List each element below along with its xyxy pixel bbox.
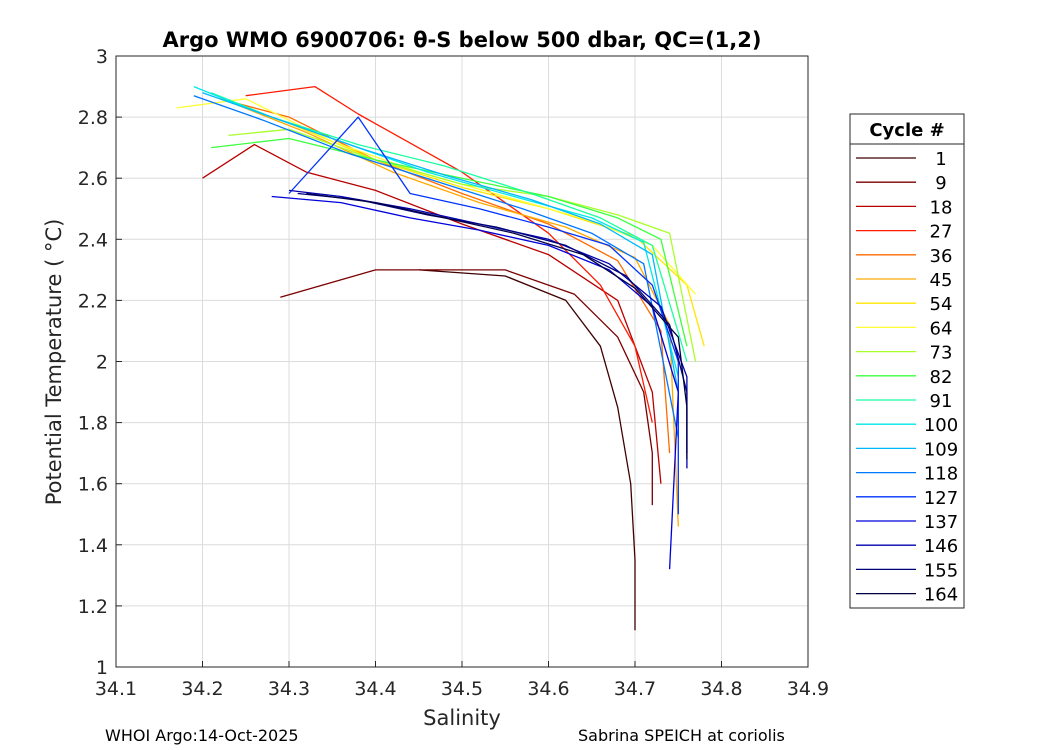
legend-label-9: 9 [935,173,946,194]
y-axis-label: Potential Temperature ( °C) [42,219,66,506]
y-tick-label: 1.6 [78,474,108,496]
legend-box [849,113,965,609]
x-tick-label: 34.1 [95,678,137,700]
series-line-cycle-109 [202,92,679,393]
series-line-cycle-155 [297,192,688,454]
legend-label-36: 36 [930,246,953,267]
y-tick-label: 2.6 [78,168,108,190]
legend-label-18: 18 [930,197,953,218]
x-tick-label: 34.3 [268,678,310,700]
legend-label-73: 73 [930,343,953,364]
series-line-cycle-36 [219,98,671,454]
legend-label-109: 109 [924,439,958,460]
series-line-cycle-127 [288,116,679,515]
x-axis-ticks: 34.1 34.2 34.3 34.4 34.5 34.6 34.7 34.8 34.9 [95,661,829,700]
legend-label-91: 91 [930,391,953,412]
x-tick-label: 34.9 [787,678,829,700]
y-tick-label: 1.4 [78,535,108,557]
legend-items: 1 9 18 27 36 45 54 64 73 82 91 100 109 118 127 137 146 15… [856,149,958,606]
series-line-cycle-9 [280,269,653,506]
y-tick-label: 1.8 [78,413,108,435]
y-tick-label: 2.2 [78,290,108,312]
legend-label-27: 27 [930,222,953,243]
legend-label-118: 118 [924,464,958,485]
x-tick-label: 34.8 [700,678,742,700]
legend-label-1: 1 [935,149,946,170]
x-tick-label: 34.6 [527,678,569,700]
footer-left: WHOI Argo:14-Oct-2025 [105,726,299,745]
y-tick-label: 1.2 [78,596,108,618]
x-tick-label: 34.7 [614,678,656,700]
legend-label-54: 54 [930,294,953,315]
x-tick-label: 34.5 [441,678,483,700]
series-lines [176,85,705,631]
legend-label-45: 45 [930,270,953,291]
y-tick-label: 2.8 [78,107,108,129]
legend-label-127: 127 [924,488,958,509]
series-line-cycle-82 [211,137,688,347]
series-line-cycle-118 [193,95,679,439]
chart-title: Argo WMO 6900706: θ-S below 500 dbar, QC… [163,28,762,52]
y-tick-label: 2 [96,352,108,374]
series-line-cycle-1 [418,269,636,631]
legend-label-146: 146 [924,536,958,557]
legend-label-82: 82 [930,367,953,388]
y-axis-ticks: 1 1.2 1.4 1.6 1.8 2 2.2 2.4 2.6 2.8 3 [78,46,122,679]
y-tick-label: 3 [96,46,108,68]
y-tick-label: 2.4 [78,229,108,251]
y-tick-label: 1 [96,657,108,679]
series-line-cycle-164 [306,192,688,460]
legend-label-155: 155 [924,560,958,581]
legend: Cycle # 1 9 18 27 36 45 54 64 73 82 91 100 109 118 127… [849,113,965,609]
legend-title: Cycle # [869,120,944,141]
legend-label-64: 64 [930,318,953,339]
legend-label-137: 137 [924,512,958,533]
x-tick-label: 34.2 [181,678,223,700]
footer-right: Sabrina SPEICH at coriolis [578,726,785,745]
x-tick-label: 34.4 [354,678,396,700]
legend-label-100: 100 [924,415,958,436]
series-line-cycle-18 [202,143,662,484]
legend-label-164: 164 [924,585,958,606]
series-line-cycle-137 [271,195,679,570]
series-line-cycle-73 [228,128,697,362]
x-axis-label: Salinity [423,706,501,730]
